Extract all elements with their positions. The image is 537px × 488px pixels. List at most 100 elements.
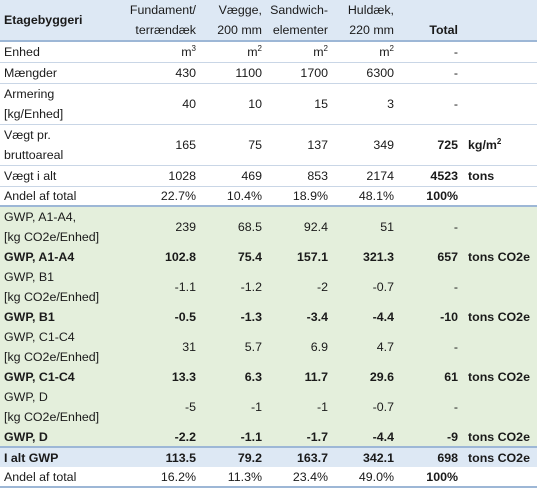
cell: 23.4% bbox=[266, 467, 332, 488]
row-andel-total: Andel af total 16.2% 11.3% 23.4% 49.0% 1… bbox=[0, 467, 537, 488]
row-gwp-b-factor: GWP, B1 [kg CO2e/Enhed] -1.1 -1.2 -2 -0.7… bbox=[0, 267, 537, 307]
row-gwp-a-factor: GWP, A1-A4, [kg CO2e/Enhed] 239 68.5 92.4… bbox=[0, 206, 537, 247]
col-header-fundament: Fundament/terrændæk bbox=[118, 0, 200, 42]
row-label: GWP, A1-A4 bbox=[0, 247, 118, 267]
cell: 92.4 bbox=[266, 206, 332, 247]
cell: -2.2 bbox=[118, 427, 200, 448]
cell: 342.1 bbox=[332, 447, 398, 467]
cell: 11.7 bbox=[266, 367, 332, 387]
total-cell: -10 bbox=[398, 307, 462, 327]
cell: 853 bbox=[266, 165, 332, 187]
header-row: Etagebyggeri Fundament/terrændæk Vægge, 2… bbox=[0, 0, 537, 42]
cell: -1.1 bbox=[118, 267, 200, 307]
row-label: Vægt pr. bruttoareal bbox=[0, 124, 118, 166]
cell: -4.4 bbox=[332, 427, 398, 448]
cell: 51 bbox=[332, 206, 398, 247]
row-label: GWP, D [kg CO2e/Enhed] bbox=[0, 387, 118, 427]
total-cell: 657 bbox=[398, 247, 462, 267]
cell: 10 bbox=[200, 83, 266, 125]
cell: 1700 bbox=[266, 62, 332, 84]
cell: 3 bbox=[332, 83, 398, 125]
cell: 49.0% bbox=[332, 467, 398, 488]
row-label: GWP, D bbox=[0, 427, 118, 448]
cell: 4.7 bbox=[332, 327, 398, 367]
unit-cell: m2 bbox=[200, 41, 266, 63]
row-gwp-d-factor: GWP, D [kg CO2e/Enhed] -5 -1 -1 -0.7 - bbox=[0, 387, 537, 427]
cell: 163.7 bbox=[266, 447, 332, 467]
unit-cell: m3 bbox=[118, 41, 200, 63]
cell: 157.1 bbox=[266, 247, 332, 267]
row-gwp-b: GWP, B1 -0.5 -1.3 -3.4 -4.4 -10 tons CO2… bbox=[0, 307, 537, 327]
cell: -0.7 bbox=[332, 387, 398, 427]
cell: 10.4% bbox=[200, 186, 266, 207]
cell: -2 bbox=[266, 267, 332, 307]
cell: 321.3 bbox=[332, 247, 398, 267]
unit-label: tons CO2e bbox=[462, 447, 537, 467]
row-label: Mængder bbox=[0, 62, 118, 84]
row-label: Andel af total bbox=[0, 467, 118, 488]
total-cell: 4523 bbox=[398, 165, 462, 187]
cell: -4.4 bbox=[332, 307, 398, 327]
row-label: GWP, B1 bbox=[0, 307, 118, 327]
cell: 2174 bbox=[332, 165, 398, 187]
row-vaegt-pr: Vægt pr. bruttoareal 165 75 137 349 725 k… bbox=[0, 124, 537, 166]
cell: 430 bbox=[118, 62, 200, 84]
cell: 469 bbox=[200, 165, 266, 187]
cell: 137 bbox=[266, 124, 332, 166]
total-cell: - bbox=[398, 387, 462, 427]
cell: -3.4 bbox=[266, 307, 332, 327]
row-vaegt-alt: Vægt i alt 1028 469 853 2174 4523 tons bbox=[0, 165, 537, 187]
cell: 11.3% bbox=[200, 467, 266, 488]
cell: 16.2% bbox=[118, 467, 200, 488]
total-cell: 100% bbox=[398, 186, 462, 207]
row-maengder: Mængder 430 1100 1700 6300 - bbox=[0, 62, 537, 84]
cell: -5 bbox=[118, 387, 200, 427]
cell: -1.2 bbox=[200, 267, 266, 307]
row-label: Enhed bbox=[0, 41, 118, 63]
unit-cell: m2 bbox=[332, 41, 398, 63]
cell: 75.4 bbox=[200, 247, 266, 267]
cell: 48.1% bbox=[332, 186, 398, 207]
total-cell: 698 bbox=[398, 447, 462, 467]
total-cell: -9 bbox=[398, 427, 462, 448]
row-label: GWP, C1-C4 [kg CO2e/Enhed] bbox=[0, 327, 118, 367]
total-cell: 100% bbox=[398, 467, 462, 488]
cell: -1.1 bbox=[200, 427, 266, 448]
cell: 29.6 bbox=[332, 367, 398, 387]
row-label: Armering [kg/Enhed] bbox=[0, 83, 118, 125]
cell: -1.3 bbox=[200, 307, 266, 327]
total-cell: - bbox=[398, 62, 462, 84]
cell: 40 bbox=[118, 83, 200, 125]
cell: 102.8 bbox=[118, 247, 200, 267]
row-gwp-c: GWP, C1-C4 13.3 6.3 11.7 29.6 61 tons CO… bbox=[0, 367, 537, 387]
cell: 75 bbox=[200, 124, 266, 166]
total-cell: 61 bbox=[398, 367, 462, 387]
cell: 1100 bbox=[200, 62, 266, 84]
total-cell: - bbox=[398, 206, 462, 247]
unit-cell: m2 bbox=[266, 41, 332, 63]
cell: -0.5 bbox=[118, 307, 200, 327]
row-armering: Armering [kg/Enhed] 40 10 15 3 - bbox=[0, 83, 537, 125]
table-title: Etagebyggeri bbox=[0, 0, 118, 42]
row-gwp-d: GWP, D -2.2 -1.1 -1.7 -4.4 -9 tons CO2e bbox=[0, 427, 537, 448]
total-cell: - bbox=[398, 41, 462, 63]
row-andel: Andel af total 22.7% 10.4% 18.9% 48.1% 1… bbox=[0, 186, 537, 207]
cell: 113.5 bbox=[118, 447, 200, 467]
cell: 349 bbox=[332, 124, 398, 166]
row-enhed: Enhed m3 m2 m2 m2 - bbox=[0, 41, 537, 63]
col-header-unit bbox=[462, 0, 537, 42]
cell: -1.7 bbox=[266, 427, 332, 448]
cell: 15 bbox=[266, 83, 332, 125]
cell: 13.3 bbox=[118, 367, 200, 387]
total-cell: 725 bbox=[398, 124, 462, 166]
cell: 31 bbox=[118, 327, 200, 367]
unit-label: tons CO2e bbox=[462, 427, 537, 448]
row-label: Andel af total bbox=[0, 186, 118, 207]
col-header-sandwich: Sandwich-elementer bbox=[266, 0, 332, 42]
col-header-total: Total bbox=[398, 0, 462, 42]
cell: 68.5 bbox=[200, 206, 266, 247]
cell: -1 bbox=[266, 387, 332, 427]
unit-label: tons CO2e bbox=[462, 307, 537, 327]
cell: 165 bbox=[118, 124, 200, 166]
cell: -0.7 bbox=[332, 267, 398, 307]
